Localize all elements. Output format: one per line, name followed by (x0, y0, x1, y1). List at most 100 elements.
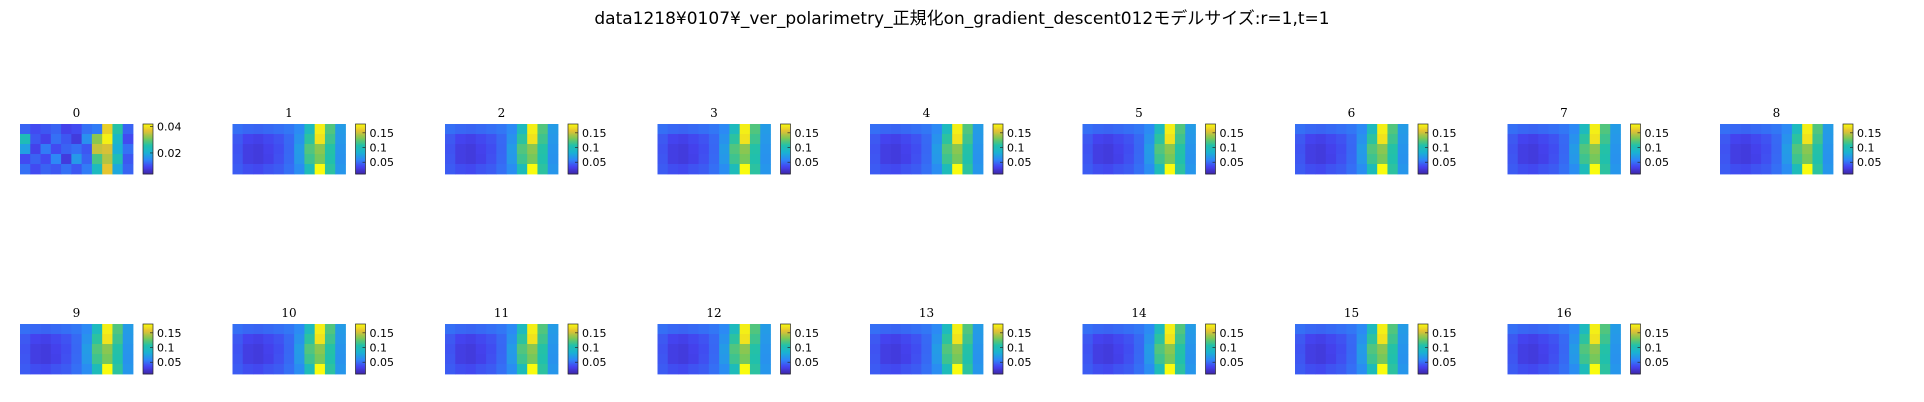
heatmap-cell (972, 334, 984, 345)
heatmap-cell (304, 344, 316, 355)
heatmap-cell (1366, 134, 1378, 145)
heatmap-cell (314, 124, 326, 135)
heatmap-cell (1397, 334, 1409, 345)
heatmap-cell (1305, 364, 1316, 375)
heatmap-cell (962, 324, 974, 335)
heatmap-cell (1558, 364, 1570, 375)
colorbar-segment (1630, 135, 1641, 137)
heatmap-cell (81, 344, 93, 355)
colorbar-segment (1205, 125, 1216, 127)
colorbar-segment (1843, 172, 1853, 175)
colorbar-segment (993, 347, 1003, 350)
heatmap-cell (304, 124, 316, 135)
heatmap-cell (760, 364, 771, 375)
heatmap-cell (1164, 134, 1176, 145)
heatmap-cell (40, 344, 52, 355)
heatmap-cell (921, 334, 933, 345)
heatmap-cell (739, 144, 751, 155)
heatmap-cell (1579, 344, 1591, 355)
colorbar-segment (1418, 324, 1428, 326)
colorbar-segment (993, 356, 1003, 359)
heatmap-cell (455, 354, 466, 365)
heatmap-cell (81, 334, 93, 345)
colorbar-segment (143, 149, 153, 151)
heatmap-cell (1346, 124, 1358, 135)
colorbar-segment (1630, 145, 1641, 147)
colorbar-segment (993, 145, 1003, 147)
colorbar-segment (1205, 351, 1216, 354)
colorbar-segment (355, 327, 366, 330)
colorbar-segment (1418, 136, 1428, 139)
heatmap-cell (465, 164, 477, 175)
heatmap-cell (1315, 334, 1327, 345)
colorbar-segment (993, 147, 1003, 150)
heatmap-cell (1397, 144, 1409, 155)
colorbar-segment (780, 349, 791, 351)
heatmap-cell (657, 334, 669, 345)
heatmap-cell (455, 134, 466, 145)
heatmap-cell (263, 334, 274, 345)
colorbar-segment (1843, 136, 1853, 139)
colorbar-segment (1843, 139, 1853, 141)
heatmap-cell (1113, 354, 1124, 365)
heatmap-cell (102, 344, 113, 355)
colorbar-segment (1418, 137, 1428, 140)
heatmap-cell (962, 364, 974, 375)
heatmap-cell (1750, 164, 1762, 175)
heatmap-cell (304, 154, 316, 165)
colorbar-segment (568, 372, 578, 375)
colorbar-segment (1630, 170, 1641, 172)
heatmap-cell (1528, 134, 1539, 145)
heatmap-cell (324, 124, 336, 135)
colorbar-segment (355, 146, 366, 149)
colorbar-segment (1418, 141, 1428, 144)
colorbar-segment (993, 142, 1003, 145)
colorbar-segment (993, 146, 1003, 149)
colorbar-segment (1843, 151, 1853, 154)
colorbar-segment (780, 370, 791, 372)
heatmap-cell (921, 154, 933, 165)
colorbar-segment (1843, 132, 1853, 135)
colorbar-tick-label: 0.15 (1220, 327, 1245, 340)
heatmap-cell (71, 144, 83, 155)
heatmap-cell (232, 134, 244, 145)
heatmap-cell (1528, 164, 1539, 175)
colorbar-segment (143, 152, 153, 155)
panel-8: 80.150.10.05 (1720, 106, 1882, 175)
heatmap-cell (283, 354, 295, 365)
heatmap-cell (527, 344, 538, 355)
heatmap-cell (962, 344, 974, 355)
panel-12: 120.150.10.05 (657, 306, 819, 375)
colorbar-tick-label: 0.1 (1645, 342, 1663, 355)
heatmap-cell (1082, 134, 1094, 145)
heatmap-cell (1082, 124, 1094, 135)
heatmap-cell (1092, 164, 1104, 175)
colorbar-segment (1205, 159, 1216, 161)
colorbar-segment (143, 161, 153, 164)
colorbar-segment (143, 330, 153, 332)
panel-title: 15 (1344, 306, 1359, 320)
colorbar-segment (1630, 346, 1641, 349)
colorbar-segment (1205, 124, 1216, 126)
heatmap-cell (1164, 334, 1176, 345)
heatmap-cell (1558, 154, 1570, 165)
heatmap-cell (1103, 164, 1114, 175)
colorbar-segment (1205, 362, 1216, 365)
heatmap-cell (719, 364, 730, 375)
heatmap-cell (667, 164, 679, 175)
colorbar-segment (780, 167, 791, 170)
colorbar-segment (1630, 165, 1641, 167)
heatmap-cell (253, 344, 264, 355)
heatmap-cell (445, 144, 456, 155)
heatmap-cell (1589, 144, 1601, 155)
heatmap-cell (253, 154, 264, 165)
colorbar-segment (1418, 147, 1428, 150)
colorbar-segment (1205, 361, 1216, 364)
heatmap-cell (81, 154, 93, 165)
colorbar-segment (1630, 131, 1641, 134)
heatmap-cell (283, 164, 295, 175)
colorbar-segment (568, 140, 578, 142)
colorbar-segment (1205, 356, 1216, 359)
colorbar-frame (1417, 123, 1429, 175)
colorbar-segment (1630, 349, 1641, 351)
